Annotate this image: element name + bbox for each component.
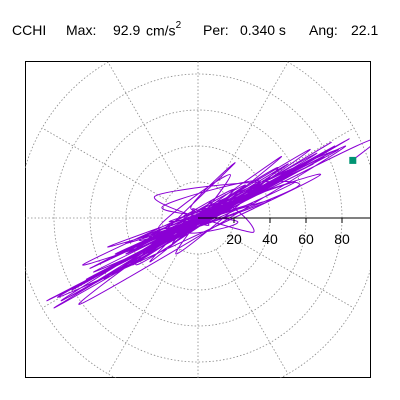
hodograph-trace [46, 138, 370, 309]
angle-value: 22.1 [351, 22, 379, 38]
grid-spoke [107, 248, 181, 375]
grid-spoke [107, 61, 181, 188]
radial-tick-label: 40 [262, 231, 278, 247]
trace-layer [46, 138, 370, 309]
chart-header: CCHI Max: 92.9 cm/s2 Per: 0.340 s Ang: 2… [0, 20, 400, 44]
grid-spoke [215, 248, 289, 375]
radial-tick-label: 20 [226, 231, 242, 247]
max-unit-base: cm/s [146, 22, 176, 39]
max-unit: cm/s2 [146, 20, 182, 39]
station-code: CCHI [12, 22, 47, 38]
max-label: Max: [66, 22, 97, 38]
period-label: Per: [203, 22, 229, 38]
grid-spoke [215, 61, 289, 188]
period-value: 0.340 s [240, 22, 286, 38]
angle-label: Ang: [309, 22, 338, 38]
grid-spoke [41, 127, 168, 201]
grid-spoke [228, 235, 355, 309]
radial-tick-label: 80 [334, 231, 350, 247]
grid-spoke [228, 127, 355, 201]
max-value: 92.9 [113, 22, 141, 38]
end-point-marker [349, 156, 357, 164]
max-unit-exponent: 2 [175, 20, 182, 31]
radial-tick-label: 60 [298, 231, 314, 247]
marker-layer [349, 156, 357, 164]
radial-axis: 20 40 60 80 [198, 217, 370, 247]
